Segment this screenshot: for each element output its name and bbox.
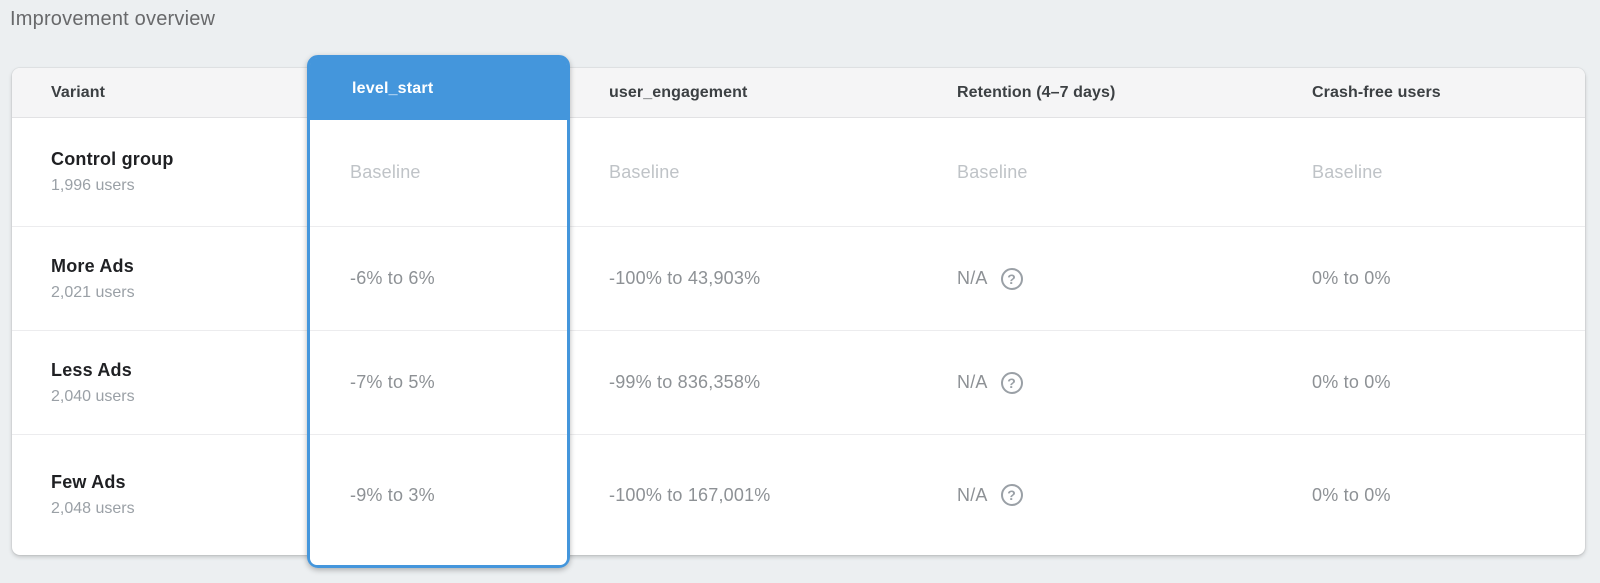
variant-name: More Ads	[51, 255, 134, 276]
variant-user-count: 2,040 users	[51, 387, 135, 405]
retention-value: N/A ?	[918, 371, 1273, 394]
variant-user-count: 2,048 users	[51, 500, 135, 517]
retention-value: N/A ?	[918, 267, 1273, 290]
variant-user-count: 2,021 users	[51, 283, 135, 301]
retention-na-text: N/A	[957, 372, 988, 392]
column-header-user-engagement[interactable]: user_engagement	[609, 83, 748, 101]
level-start-value: -9% to 3%	[350, 484, 435, 505]
user-engagement-value: -99% to 836,358%	[609, 372, 761, 392]
variant-name: Less Ads	[51, 359, 132, 380]
variant-cell: Less Ads 2,040 users	[12, 360, 307, 406]
variant-cell: More Ads 2,021 users	[12, 256, 307, 302]
column-header-level-start[interactable]: level_start	[310, 58, 567, 120]
retention-value: N/A ?	[918, 484, 1273, 506]
highlighted-metric-column: level_start	[307, 55, 570, 568]
table-row-more-ads: More Ads 2,021 users -6% to 6% -100% to …	[12, 227, 1585, 331]
column-header-variant: Variant	[51, 83, 106, 101]
improvement-overview-table: Variant user_engagement Retention (4–7 d…	[12, 68, 1585, 555]
table-row-less-ads: Less Ads 2,040 users -7% to 5% -99% to 8…	[12, 331, 1585, 435]
level-start-value: -7% to 5%	[350, 372, 435, 392]
crash-free-value: 0% to 0%	[1312, 372, 1391, 392]
column-header-crash-free[interactable]: Crash-free users	[1312, 83, 1441, 101]
highlighted-column-footer	[310, 552, 567, 565]
variant-name: Few Ads	[51, 472, 126, 492]
table-row-few-ads: Few Ads 2,048 users -9% to 3% -100% to 1…	[12, 435, 1585, 555]
variant-cell: Few Ads 2,048 users	[12, 472, 307, 518]
page-title: Improvement overview	[10, 8, 216, 30]
retention-value: Baseline	[957, 161, 1028, 182]
table-header-row: Variant user_engagement Retention (4–7 d…	[12, 68, 1585, 118]
retention-na-text: N/A	[957, 484, 988, 505]
crash-free-value: 0% to 0%	[1312, 268, 1391, 288]
user-engagement-value: -100% to 43,903%	[609, 268, 761, 288]
help-circle-icon[interactable]: ?	[1000, 267, 1023, 290]
table-row-control-group: Control group 1,996 users Baseline Basel…	[12, 118, 1585, 227]
level-start-value: Baseline	[350, 161, 421, 182]
column-header-retention[interactable]: Retention (4–7 days)	[957, 83, 1116, 101]
help-circle-icon[interactable]: ?	[1000, 371, 1023, 394]
variant-user-count: 1,996 users	[51, 177, 135, 194]
crash-free-value: Baseline	[1312, 161, 1383, 182]
variant-name: Control group	[51, 149, 174, 169]
user-engagement-value: Baseline	[609, 161, 680, 182]
user-engagement-value: -100% to 167,001%	[609, 484, 771, 505]
help-circle-icon[interactable]: ?	[1000, 484, 1023, 506]
crash-free-value: 0% to 0%	[1312, 484, 1391, 505]
retention-na-text: N/A	[957, 268, 988, 288]
level-start-value: -6% to 6%	[350, 268, 435, 288]
variant-cell: Control group 1,996 users	[12, 149, 307, 195]
